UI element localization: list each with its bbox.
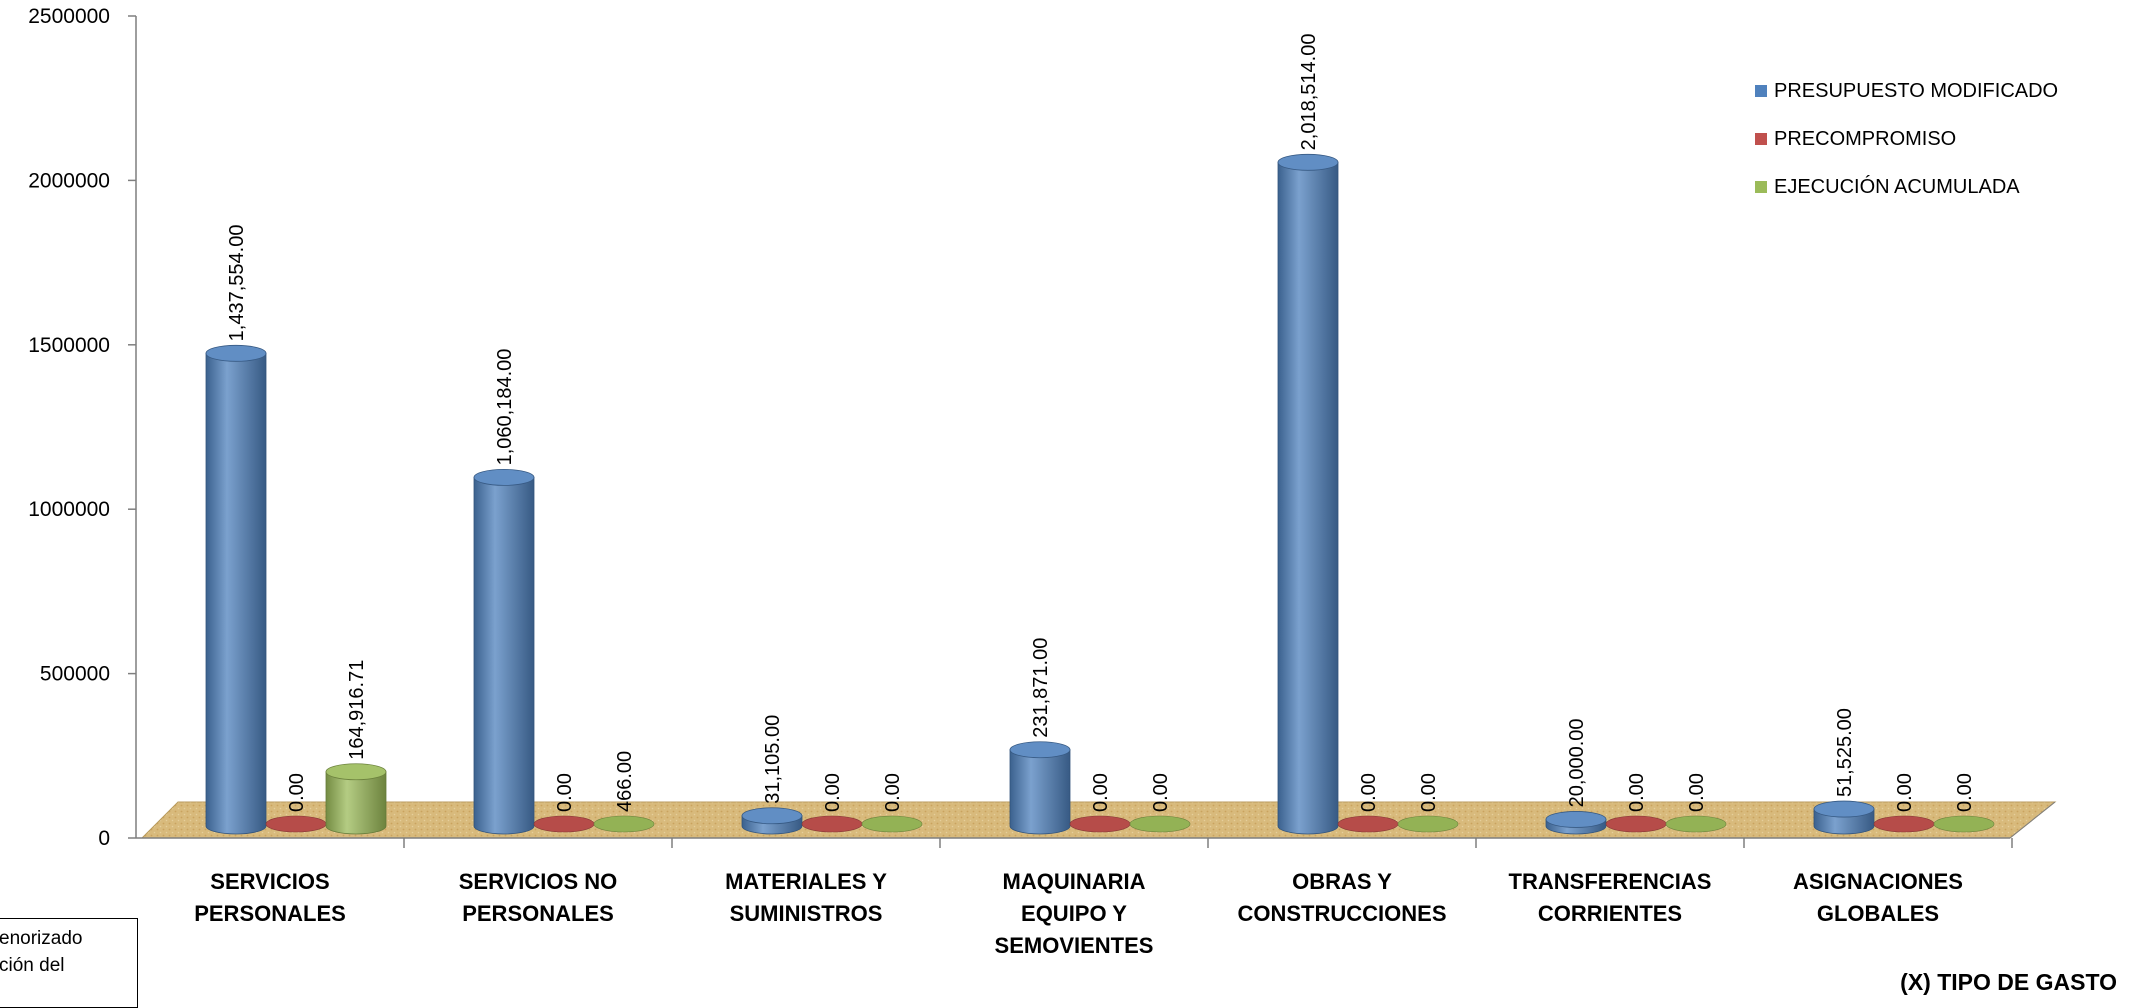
- bar-0: [741, 807, 803, 835]
- y-tick-label: 500000: [40, 663, 110, 686]
- bar-2: [1397, 815, 1459, 833]
- legend-swatch: [1755, 85, 1767, 97]
- bar-0: [1813, 800, 1875, 835]
- data-label: 0.00: [1626, 773, 1648, 812]
- bar-0: [1545, 811, 1607, 835]
- data-label: 1,060,184.00: [494, 349, 516, 466]
- note-line: ción del: [0, 955, 65, 976]
- bar-1: [533, 815, 595, 833]
- legend-label: PRECOMPROMISO: [1774, 128, 1956, 150]
- category-label: MAQUINARIA EQUIPO Y SEMOVIENTES: [995, 869, 1154, 958]
- category-label: ASIGNACIONES GLOBALES: [1793, 869, 1963, 926]
- bar-2: [1933, 815, 1995, 833]
- data-label: 0.00: [1090, 773, 1112, 812]
- bar-1: [1337, 815, 1399, 833]
- data-label: 0.00: [554, 773, 576, 812]
- category-label: OBRAS Y CONSTRUCCIONES: [1237, 869, 1446, 926]
- data-label: 20,000.00: [1566, 718, 1588, 807]
- data-label: 0.00: [1418, 773, 1440, 812]
- category-label: SERVICIOS PERSONALES: [194, 869, 346, 926]
- legend-swatch: [1755, 181, 1767, 193]
- bar-2: [1129, 815, 1191, 833]
- bar-2: [325, 763, 387, 835]
- y-tick-label: 0: [98, 827, 110, 850]
- legend-swatch: [1755, 133, 1767, 145]
- data-label: 2,018,514.00: [1298, 34, 1320, 151]
- bar-2: [861, 815, 923, 833]
- data-label: 1,437,554.00: [226, 225, 248, 342]
- floor-edge: [2009, 801, 2056, 839]
- category-label: TRANSFERENCIAS CORRIENTES: [1509, 869, 1712, 926]
- bar-2: [1665, 815, 1727, 833]
- bar-1: [1605, 815, 1667, 833]
- data-label: 0.00: [1150, 773, 1172, 812]
- data-label: 466.00: [614, 751, 636, 812]
- data-label: 31,105.00: [762, 715, 784, 804]
- data-label: 0.00: [1894, 773, 1916, 812]
- bar-1: [801, 815, 863, 833]
- legend-item: PRECOMPROMISO: [1755, 128, 1956, 150]
- bar-1: [1873, 815, 1935, 833]
- y-tick-label: 2000000: [28, 169, 110, 192]
- data-label: 0.00: [1954, 773, 1976, 812]
- bar-0: [1277, 153, 1339, 835]
- y-tick-label: 2500000: [28, 5, 110, 28]
- data-label: 164,916.71: [346, 660, 368, 760]
- category-label: MATERIALES Y SUMINISTROS: [725, 869, 887, 926]
- bar-1: [265, 815, 327, 833]
- legend-label: EJECUCIÓN ACUMULADA: [1774, 175, 2020, 198]
- bar-0: [1009, 741, 1071, 835]
- data-label: 0.00: [286, 773, 308, 812]
- note-line: enorizado: [0, 928, 83, 949]
- note-box: enorizado ción del: [0, 918, 138, 1008]
- legend-item: EJECUCIÓN ACUMULADA: [1755, 175, 2020, 198]
- data-label: 51,525.00: [1834, 708, 1856, 797]
- bar-1: [1069, 815, 1131, 833]
- legend-label: PRESUPUESTO MODIFICADO: [1774, 80, 2058, 102]
- data-label: 0.00: [1686, 773, 1708, 812]
- x-axis-title: (X) TIPO DE GASTO: [1900, 969, 2117, 995]
- legend-item: PRESUPUESTO MODIFICADO: [1755, 80, 2058, 102]
- y-tick-label: 1000000: [28, 498, 110, 521]
- bar-0: [473, 469, 535, 835]
- category-label: SERVICIOS NO PERSONALES: [459, 869, 618, 926]
- data-label: 0.00: [1358, 773, 1380, 812]
- data-label: 0.00: [882, 773, 904, 812]
- bar-0: [205, 344, 267, 835]
- bar-2: [593, 815, 655, 833]
- y-tick-label: 1500000: [28, 334, 110, 357]
- data-label: 0.00: [822, 773, 844, 812]
- data-label: 231,871.00: [1030, 638, 1052, 738]
